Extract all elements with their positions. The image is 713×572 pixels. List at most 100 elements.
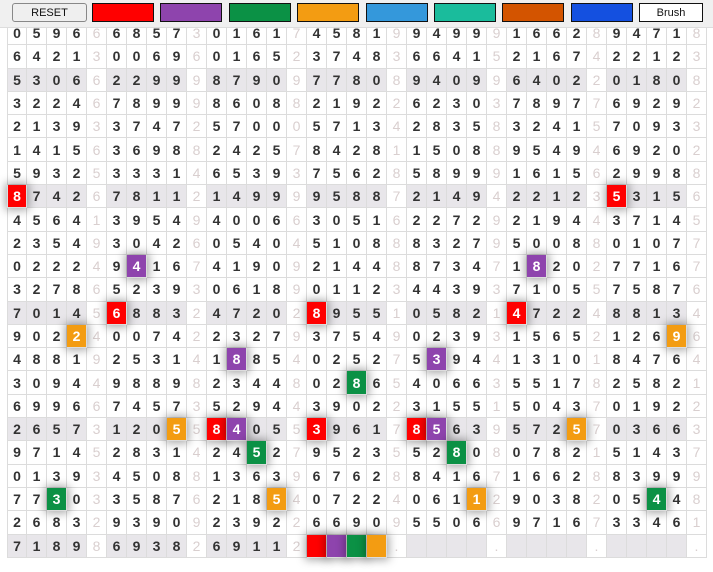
- separator-cell[interactable]: 8: [387, 231, 407, 255]
- separator-cell[interactable]: 4: [187, 441, 207, 465]
- grid-cell[interactable]: 3: [247, 161, 267, 186]
- grid-cell[interactable]: 1: [547, 161, 567, 186]
- grid-cell[interactable]: 4: [407, 278, 427, 302]
- separator-cell[interactable]: 7: [687, 441, 707, 465]
- painted-cell[interactable]: 8: [527, 254, 547, 279]
- separator-cell[interactable]: 2: [687, 91, 707, 116]
- separator-cell[interactable]: 7: [687, 231, 707, 255]
- separator-cell[interactable]: 9: [487, 68, 507, 92]
- grid-cell[interactable]: 9: [7, 441, 27, 465]
- grid-cell[interactable]: 2: [607, 161, 627, 186]
- grid-cell[interactable]: 5: [47, 418, 67, 442]
- grid-cell[interactable]: 7: [167, 22, 187, 46]
- grid-cell[interactable]: 1: [507, 324, 527, 349]
- separator-cell[interactable]: 3: [487, 371, 507, 395]
- grid-cell[interactable]: 5: [407, 348, 427, 372]
- separator-cell[interactable]: 3: [387, 45, 407, 69]
- grid-cell[interactable]: 2: [307, 91, 327, 116]
- grid-cell[interactable]: 4: [227, 441, 247, 465]
- grid-cell[interactable]: 2: [247, 324, 267, 349]
- separator-cell[interactable]: 9: [287, 464, 307, 488]
- grid-cell[interactable]: 8: [127, 91, 147, 116]
- grid-cell[interactable]: 4: [367, 254, 387, 279]
- grid-cell[interactable]: 0: [447, 511, 467, 535]
- grid-cell[interactable]: 1: [327, 231, 347, 255]
- separator-cell[interactable]: 4: [687, 301, 707, 325]
- grid-cell[interactable]: 3: [627, 418, 647, 442]
- grid-cell[interactable]: 3: [107, 487, 127, 512]
- grid-cell[interactable]: 8: [367, 138, 387, 162]
- grid-cell[interactable]: 0: [307, 487, 327, 512]
- grid-cell[interactable]: 8: [267, 278, 287, 302]
- grid-cell[interactable]: 1: [547, 348, 567, 372]
- grid-cell[interactable]: 3: [7, 371, 27, 395]
- grid-cell[interactable]: 3: [607, 208, 627, 232]
- grid-cell[interactable]: 2: [27, 278, 47, 302]
- grid-cell[interactable]: 9: [567, 138, 587, 162]
- separator-cell[interactable]: 9: [287, 278, 307, 302]
- grid-cell[interactable]: 3: [627, 511, 647, 535]
- grid-cell[interactable]: 7: [167, 115, 187, 139]
- grid-cell[interactable]: 9: [67, 534, 87, 558]
- separator-cell[interactable]: 7: [587, 511, 607, 535]
- grid-cell[interactable]: 2: [567, 441, 587, 465]
- separator-cell[interactable]: 5: [87, 301, 107, 325]
- grid-cell[interactable]: 1: [327, 254, 347, 279]
- grid-cell[interactable]: 2: [527, 185, 547, 209]
- grid-cell[interactable]: 4: [367, 324, 387, 349]
- painted-cell[interactable]: 3: [307, 418, 327, 442]
- separator-cell[interactable]: 8: [87, 534, 107, 558]
- grid-cell[interactable]: 7: [327, 487, 347, 512]
- grid-cell[interactable]: 2: [207, 138, 227, 162]
- grid-cell[interactable]: 2: [347, 138, 367, 162]
- separator-cell[interactable]: 4: [587, 301, 607, 325]
- grid-cell[interactable]: 2: [627, 45, 647, 69]
- painted-cell[interactable]: 4: [507, 301, 527, 325]
- separator-cell[interactable]: 4: [487, 185, 507, 209]
- swatch-teal[interactable]: [434, 3, 496, 22]
- grid-cell[interactable]: 6: [67, 68, 87, 92]
- separator-cell[interactable]: 6: [687, 278, 707, 302]
- separator-cell[interactable]: 5: [287, 418, 307, 442]
- grid-cell[interactable]: 3: [307, 45, 327, 69]
- grid-cell[interactable]: 3: [567, 394, 587, 419]
- grid-cell[interactable]: 9: [147, 68, 167, 92]
- grid-cell[interactable]: 1: [267, 22, 287, 46]
- grid-cell[interactable]: 7: [167, 394, 187, 419]
- grid-cell[interactable]: 2: [207, 371, 227, 395]
- grid-cell[interactable]: 4: [247, 371, 267, 395]
- grid-cell[interactable]: 9: [467, 68, 487, 92]
- grid-cell[interactable]: 2: [467, 301, 487, 325]
- grid-cell[interactable]: 6: [7, 394, 27, 419]
- grid-cell[interactable]: 1: [647, 45, 667, 69]
- grid-cell[interactable]: 0: [607, 394, 627, 419]
- grid-cell[interactable]: 0: [467, 441, 487, 465]
- grid-cell[interactable]: 0: [207, 22, 227, 46]
- separator-cell[interactable]: 4: [587, 208, 607, 232]
- grid-cell[interactable]: 9: [67, 115, 87, 139]
- separator-cell[interactable]: 8: [387, 161, 407, 186]
- grid-cell[interactable]: 0: [107, 324, 127, 349]
- painted-cell[interactable]: 6: [107, 301, 127, 325]
- separator-cell[interactable]: 8: [387, 464, 407, 488]
- separator-cell[interactable]: 2: [187, 115, 207, 139]
- grid-cell[interactable]: [547, 534, 567, 558]
- grid-cell[interactable]: 0: [67, 487, 87, 512]
- swatch-purple[interactable]: [160, 3, 222, 22]
- grid-cell[interactable]: 5: [47, 231, 67, 255]
- grid-cell[interactable]: 0: [267, 231, 287, 255]
- separator-cell[interactable]: 8: [687, 22, 707, 46]
- grid-cell[interactable]: 9: [547, 208, 567, 232]
- grid-cell[interactable]: 4: [427, 278, 447, 302]
- grid-cell[interactable]: 6: [127, 138, 147, 162]
- separator-cell[interactable]: 1: [487, 301, 507, 325]
- grid-cell[interactable]: 1: [647, 208, 667, 232]
- separator-cell[interactable]: 6: [187, 231, 207, 255]
- grid-cell[interactable]: 1: [207, 464, 227, 488]
- grid-cell[interactable]: 2: [47, 254, 67, 279]
- grid-cell[interactable]: 1: [507, 348, 527, 372]
- grid-cell[interactable]: 6: [247, 22, 267, 46]
- grid-cell[interactable]: 7: [127, 115, 147, 139]
- grid-cell[interactable]: 5: [667, 185, 687, 209]
- grid-cell[interactable]: 8: [527, 91, 547, 116]
